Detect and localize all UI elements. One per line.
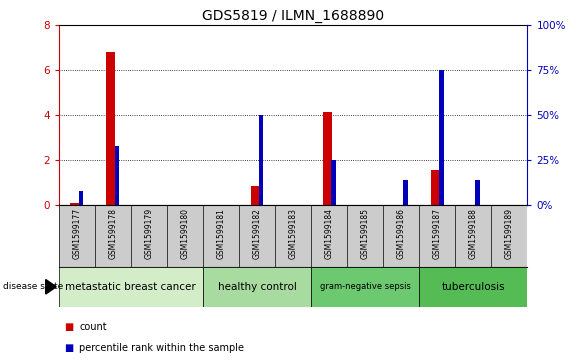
Bar [311, 267, 419, 307]
Text: GDS5819 / ILMN_1688890: GDS5819 / ILMN_1688890 [202, 9, 384, 23]
Text: percentile rank within the sample: percentile rank within the sample [79, 343, 244, 354]
Bar [383, 205, 419, 267]
Bar [347, 205, 383, 267]
Bar [331, 160, 336, 205]
Text: count: count [79, 322, 107, 332]
Text: healthy control: healthy control [217, 282, 297, 292]
Bar [203, 205, 239, 267]
Bar [59, 267, 203, 307]
Bar [455, 205, 491, 267]
Bar [70, 203, 79, 205]
Bar [115, 146, 119, 205]
Text: GSM1599183: GSM1599183 [288, 208, 298, 259]
Bar [431, 170, 440, 205]
Text: GSM1599180: GSM1599180 [180, 208, 189, 259]
Bar [95, 205, 131, 267]
Bar [239, 205, 275, 267]
Text: ■: ■ [64, 322, 74, 332]
Bar [323, 112, 332, 205]
Bar [419, 267, 527, 307]
Text: GSM1599185: GSM1599185 [360, 208, 370, 259]
Text: GSM1599182: GSM1599182 [253, 208, 261, 259]
Text: tuberculosis: tuberculosis [441, 282, 505, 292]
Text: GSM1599189: GSM1599189 [505, 208, 514, 259]
Text: GSM1599181: GSM1599181 [216, 208, 226, 259]
Bar [491, 205, 527, 267]
Bar [203, 267, 311, 307]
Text: GSM1599187: GSM1599187 [432, 208, 442, 259]
Bar [440, 70, 444, 205]
Bar [419, 205, 455, 267]
FancyArrow shape [46, 280, 56, 294]
Bar [275, 205, 311, 267]
Text: GSM1599178: GSM1599178 [108, 208, 117, 259]
Bar [311, 205, 347, 267]
Text: GSM1599179: GSM1599179 [144, 208, 154, 259]
Text: GSM1599188: GSM1599188 [469, 208, 478, 259]
Bar [251, 186, 260, 205]
Text: gram-negative sepsis: gram-negative sepsis [320, 282, 411, 291]
Bar [107, 52, 115, 205]
Bar [475, 180, 480, 205]
Text: disease state: disease state [3, 282, 63, 291]
Text: metastatic breast cancer: metastatic breast cancer [66, 282, 196, 292]
Bar [79, 191, 83, 205]
Bar [167, 205, 203, 267]
Bar [59, 205, 95, 267]
Text: GSM1599186: GSM1599186 [397, 208, 406, 259]
Text: ■: ■ [64, 343, 74, 354]
Bar [131, 205, 167, 267]
Text: GSM1599184: GSM1599184 [325, 208, 333, 259]
Bar [259, 115, 264, 205]
Bar [403, 180, 408, 205]
Text: GSM1599177: GSM1599177 [72, 208, 81, 259]
